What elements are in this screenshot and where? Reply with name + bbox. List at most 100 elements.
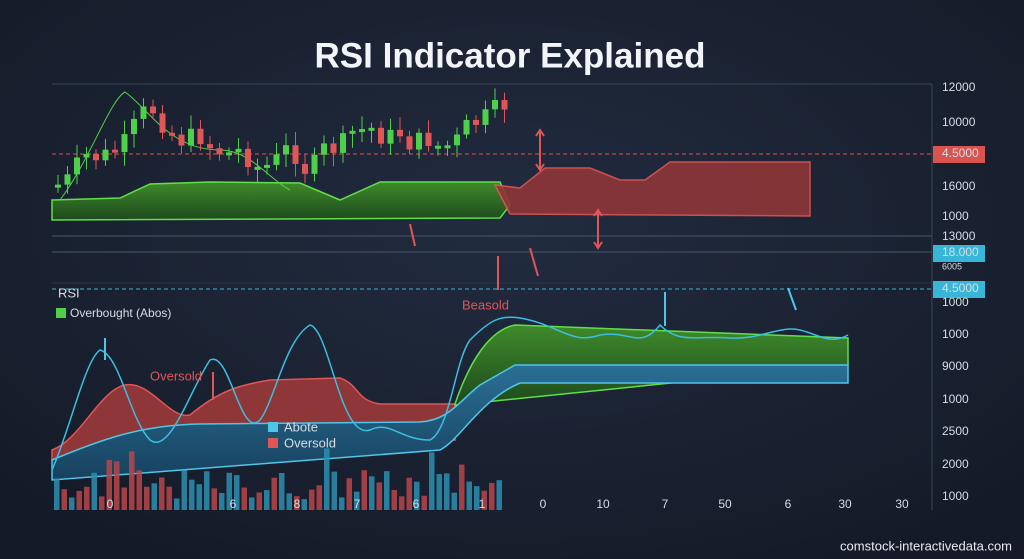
annotation: Oversold bbox=[150, 368, 202, 383]
volume-bar bbox=[451, 492, 457, 510]
volume-bar bbox=[226, 472, 232, 510]
candle bbox=[444, 145, 451, 149]
volume-bar bbox=[181, 470, 187, 510]
volume-bar bbox=[481, 490, 487, 510]
legend-label: Overbought (Abos) bbox=[70, 306, 171, 320]
candle bbox=[492, 100, 498, 110]
x-tick-label: 6 bbox=[413, 497, 420, 511]
candle bbox=[131, 118, 137, 135]
volume-bar bbox=[414, 481, 420, 510]
volume-bar bbox=[286, 493, 292, 510]
volume-bar bbox=[189, 479, 195, 510]
volume-bar bbox=[324, 448, 330, 510]
candle bbox=[121, 134, 128, 153]
volume-bar bbox=[211, 488, 217, 510]
candle bbox=[254, 166, 261, 170]
y-tick-label: 1000 bbox=[942, 209, 969, 223]
candle bbox=[159, 113, 166, 133]
volume-bar bbox=[339, 497, 345, 510]
candle bbox=[482, 109, 489, 125]
volume-bar bbox=[114, 461, 120, 510]
candle bbox=[188, 128, 194, 146]
ma-line bbox=[59, 91, 291, 201]
panel-label: RSI bbox=[58, 285, 80, 300]
candle bbox=[463, 119, 470, 135]
candle bbox=[178, 134, 185, 146]
x-tick-label: 50 bbox=[718, 497, 732, 511]
volume-bar bbox=[474, 486, 480, 510]
volume-bar bbox=[121, 487, 127, 510]
volume-bar bbox=[159, 477, 165, 510]
y-tick-label: 13000 bbox=[942, 229, 976, 243]
candle bbox=[349, 130, 356, 134]
candle bbox=[102, 149, 109, 161]
red-band bbox=[493, 161, 811, 217]
legend-label: Abote bbox=[284, 419, 318, 434]
volume-bar bbox=[136, 470, 142, 510]
candle bbox=[169, 132, 175, 136]
candle bbox=[302, 163, 308, 174]
candle bbox=[245, 148, 251, 168]
candle bbox=[406, 136, 413, 150]
x-tick-label: 8 bbox=[294, 497, 301, 511]
volume-bar bbox=[144, 486, 150, 510]
candle bbox=[359, 129, 365, 133]
x-tick-label: 0 bbox=[540, 497, 547, 511]
x-tick-label: 0 bbox=[107, 497, 114, 511]
candle bbox=[378, 127, 384, 144]
candle bbox=[425, 132, 432, 146]
price-tag bbox=[933, 281, 985, 298]
legend-swatch bbox=[268, 422, 278, 432]
volume-bar bbox=[129, 451, 135, 510]
volume-bar bbox=[61, 489, 67, 510]
candle bbox=[197, 128, 204, 145]
candle bbox=[140, 106, 147, 119]
x-tick-label: 6 bbox=[785, 497, 792, 511]
x-tick-label: 10 bbox=[596, 497, 610, 511]
candle bbox=[454, 134, 460, 146]
volume-bar bbox=[466, 481, 472, 510]
volume-bar bbox=[376, 482, 382, 510]
volume-bar bbox=[249, 497, 255, 510]
annotation: Beasold bbox=[462, 297, 509, 312]
volume-bar bbox=[99, 496, 105, 510]
y-tick-label: 1000 bbox=[942, 489, 969, 503]
volume-bar bbox=[361, 470, 367, 510]
candle bbox=[435, 145, 441, 149]
candle bbox=[235, 148, 242, 153]
volume-bar bbox=[174, 498, 180, 510]
candle bbox=[330, 143, 337, 153]
candle bbox=[273, 154, 280, 165]
volume-bar bbox=[54, 478, 60, 510]
candle bbox=[55, 184, 61, 188]
candle bbox=[112, 149, 118, 153]
candle bbox=[74, 157, 80, 175]
volume-bar bbox=[271, 477, 277, 510]
volume-bar bbox=[496, 480, 502, 510]
y-tick-label: 4.5000 bbox=[942, 146, 979, 160]
volume-bar bbox=[459, 464, 465, 510]
legend-swatch bbox=[56, 308, 66, 318]
candle bbox=[292, 145, 299, 164]
volume-bar bbox=[204, 471, 210, 510]
volume-bar bbox=[234, 475, 240, 510]
volume-bar bbox=[166, 486, 172, 510]
volume-bar bbox=[301, 499, 307, 510]
volume-bar bbox=[384, 471, 390, 510]
y-tick-label: 16000 bbox=[942, 179, 976, 193]
volume-bar bbox=[399, 496, 405, 510]
legend-swatch bbox=[268, 438, 278, 448]
arrows bbox=[104, 128, 797, 400]
volume-bar bbox=[219, 493, 225, 510]
y-tick-label: 18.000 bbox=[942, 245, 979, 259]
candle bbox=[264, 164, 270, 168]
candle bbox=[387, 129, 394, 144]
volume-bar bbox=[391, 489, 397, 510]
candle bbox=[416, 132, 422, 150]
candle bbox=[473, 119, 479, 125]
volume-bar bbox=[421, 495, 427, 510]
volume-bar bbox=[294, 496, 300, 510]
volume-bar bbox=[84, 486, 90, 510]
volume-bar bbox=[369, 476, 375, 510]
